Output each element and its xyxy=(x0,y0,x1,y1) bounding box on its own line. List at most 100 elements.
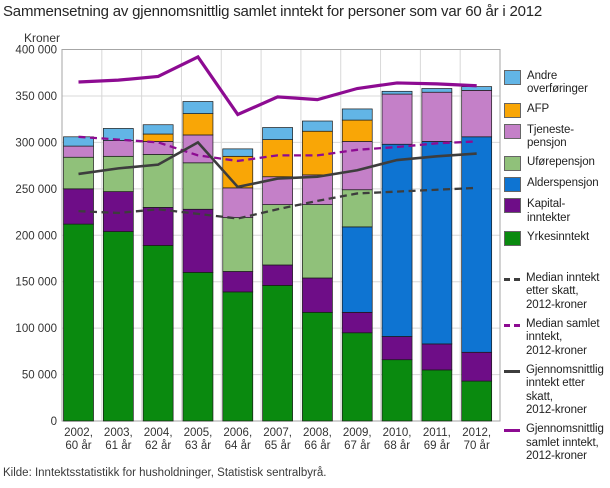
bar-segment xyxy=(182,272,214,422)
legend-label: Kapital- inntekter xyxy=(527,198,571,224)
legend-line-sample xyxy=(504,429,520,433)
bar-segment xyxy=(182,113,214,136)
x-tick-label-age: 66 år xyxy=(304,440,330,452)
x-tick-label-year: 2006, xyxy=(223,427,252,439)
x-tick-label-age: 60 år xyxy=(65,440,91,452)
bar-segment xyxy=(341,119,373,142)
legend-swatch xyxy=(504,156,521,172)
line-series-2 xyxy=(78,140,477,189)
bar-segment xyxy=(341,311,373,334)
bar-segment xyxy=(63,188,94,225)
y-tick-label: 100 000 xyxy=(15,323,57,335)
chart-plot-area: 0 50 000 100 000 150 000 200 000 250 000 300 0… xyxy=(15,45,501,452)
x-tick-label-year: 2003, xyxy=(104,427,133,439)
bar-segment xyxy=(142,154,174,208)
y-tick-label: 400 000 xyxy=(15,45,57,57)
y-tick-label: 50 000 xyxy=(22,370,57,382)
bar-segment xyxy=(341,108,373,121)
x-tick-label-age: 61 år xyxy=(105,440,131,452)
y-tick-label: 250 000 xyxy=(15,184,57,196)
source-note: Kilde: Inntektsstatistikk for husholdnin… xyxy=(3,467,327,479)
y-tick-label: 300 000 xyxy=(15,137,57,149)
bar-segment xyxy=(341,332,373,422)
legend-swatch xyxy=(504,123,521,139)
legend-label: Gjennomsnittlig samlet inntekt, 2012-kro… xyxy=(526,423,604,462)
bar-segment xyxy=(182,162,214,210)
bar-segment xyxy=(381,90,413,95)
legend-label: AFP xyxy=(527,102,550,115)
legend-label: Tjeneste- pensjon xyxy=(527,123,575,149)
legend-label: Uførepensjon xyxy=(527,156,595,169)
y-tick-label: 0 xyxy=(51,416,57,428)
bar-segment xyxy=(182,101,214,114)
bar-segment xyxy=(461,380,493,422)
bar-segment xyxy=(302,204,333,279)
legend-line-sample xyxy=(504,323,520,327)
bar-segment xyxy=(341,189,373,228)
bar-segment xyxy=(302,130,333,176)
legend-item: Tjeneste- pensjon xyxy=(504,123,609,151)
bar-segment xyxy=(222,187,254,218)
bar-segment xyxy=(262,127,293,140)
x-tick-label-age: 65 år xyxy=(264,440,290,452)
legend: Andre overføringer AFP Tjeneste- pensjon Uf… xyxy=(504,70,609,463)
bar-segment xyxy=(302,311,333,422)
bar-segment xyxy=(222,217,254,272)
legend-swatch xyxy=(504,177,521,193)
legend-swatch xyxy=(504,230,521,246)
x-tick-label-year: 2007, xyxy=(263,427,292,439)
x-tick-label-year: 2008, xyxy=(303,427,332,439)
bar-segment xyxy=(421,343,453,371)
bar-segment xyxy=(222,271,254,293)
chart-title: Sammensetning av gjennomsnittlig samlet … xyxy=(3,3,543,20)
legend-item: Gjennomsnittlig samlet inntekt, 2012-kro… xyxy=(504,423,609,463)
legend-label: Gjennomsnittlig inntekt etter skatt, 201… xyxy=(526,363,604,416)
legend-item: Kapital- inntekter xyxy=(504,198,609,225)
bar-segment xyxy=(262,204,293,266)
bar-segment xyxy=(222,291,254,422)
bar-segment xyxy=(461,90,493,138)
x-tick-label-age: 69 år xyxy=(424,440,450,452)
bar-segment xyxy=(421,141,453,345)
legend-item: Median samlet inntekt, 2012-kroner xyxy=(504,318,609,358)
bar-segment xyxy=(262,139,293,178)
x-tick-label-age: 68 år xyxy=(384,440,410,452)
bar-segment xyxy=(102,155,134,192)
bar-segment xyxy=(461,136,493,353)
legend-item: Gjennomsnittlig inntekt etter skatt, 201… xyxy=(504,364,609,417)
legend-swatch xyxy=(504,70,521,85)
bar-segment xyxy=(142,124,174,135)
legend-item: Median inntekt etter skatt, 2012-kroner xyxy=(504,272,609,312)
legend-label: Median inntekt etter skatt, 2012-kroner xyxy=(526,271,600,311)
y-tick-label: 350 000 xyxy=(15,91,57,103)
x-tick-label-year: 2005, xyxy=(184,427,213,439)
bar-segment xyxy=(142,245,174,422)
bar-segment xyxy=(461,86,493,91)
line-series-1 xyxy=(78,135,477,163)
legend-label: Andre overføringer xyxy=(527,70,588,96)
bar-segment xyxy=(262,285,293,422)
x-tick-label-year: 2002, xyxy=(64,427,93,439)
bar-segment xyxy=(63,145,94,158)
x-tick-label-age: 63 år xyxy=(185,440,211,452)
bar-segment xyxy=(381,336,413,361)
x-tick-label-age: 70 år xyxy=(464,440,490,452)
bar-segment xyxy=(421,88,453,93)
bar-segment xyxy=(421,369,453,422)
legend-line-sample xyxy=(504,369,520,373)
x-tick-label-age: 64 år xyxy=(225,440,251,452)
legend-label: Median samlet inntekt, 2012-kroner xyxy=(526,317,600,357)
x-tick-label-age: 67 år xyxy=(344,440,370,452)
bar-segment xyxy=(102,231,134,422)
bar-segment xyxy=(381,143,413,337)
bar-segment xyxy=(102,140,134,157)
bar-segment xyxy=(461,351,493,382)
x-tick-label-year: 2010, xyxy=(383,427,412,439)
bar-segment xyxy=(63,223,94,422)
x-tick-label-age: 62 år xyxy=(145,440,171,452)
y-tick-label: 200 000 xyxy=(15,230,57,242)
legend-item: Alderspensjon xyxy=(504,177,609,193)
x-tick-label-year: 2009, xyxy=(343,427,372,439)
line-series-3 xyxy=(78,54,477,117)
legend-item: Andre overføringer xyxy=(504,70,609,97)
